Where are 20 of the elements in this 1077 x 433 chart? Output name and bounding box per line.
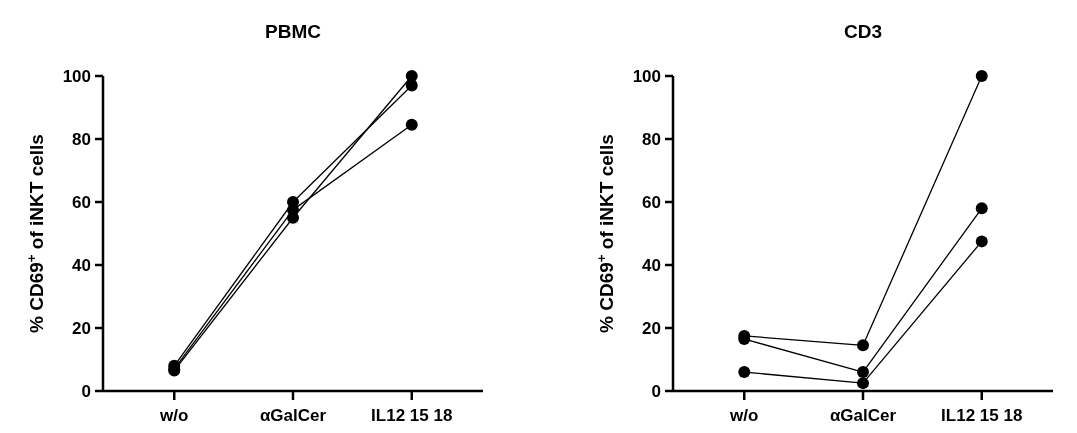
y-tick-label: 40 <box>642 255 661 275</box>
x-tick-label: αGalCer <box>829 406 897 425</box>
y-tick-label: 20 <box>642 318 661 338</box>
y-tick-label: 60 <box>642 192 661 212</box>
x-tick-label: w/o <box>159 406 189 425</box>
y-tick-label: 0 <box>651 381 661 401</box>
x-tick-label: IL12 15 18 <box>371 406 453 425</box>
x-tick-label: w/o <box>729 406 759 425</box>
y-tick-label: 0 <box>81 381 91 401</box>
chart-title: PBMC <box>265 21 322 42</box>
y-tick-label: 80 <box>72 129 91 149</box>
y-tick-label: 100 <box>632 66 661 86</box>
y-tick-label: 80 <box>642 129 661 149</box>
y-tick-label: 20 <box>72 318 91 338</box>
y-tick-label: 100 <box>62 66 91 86</box>
y-tick-label: 60 <box>72 192 91 212</box>
x-tick-label: αGalCer <box>259 406 327 425</box>
y-tick-label: 40 <box>72 255 91 275</box>
x-tick-label: IL12 15 18 <box>941 406 1023 425</box>
chart-title: CD3 <box>843 21 883 42</box>
